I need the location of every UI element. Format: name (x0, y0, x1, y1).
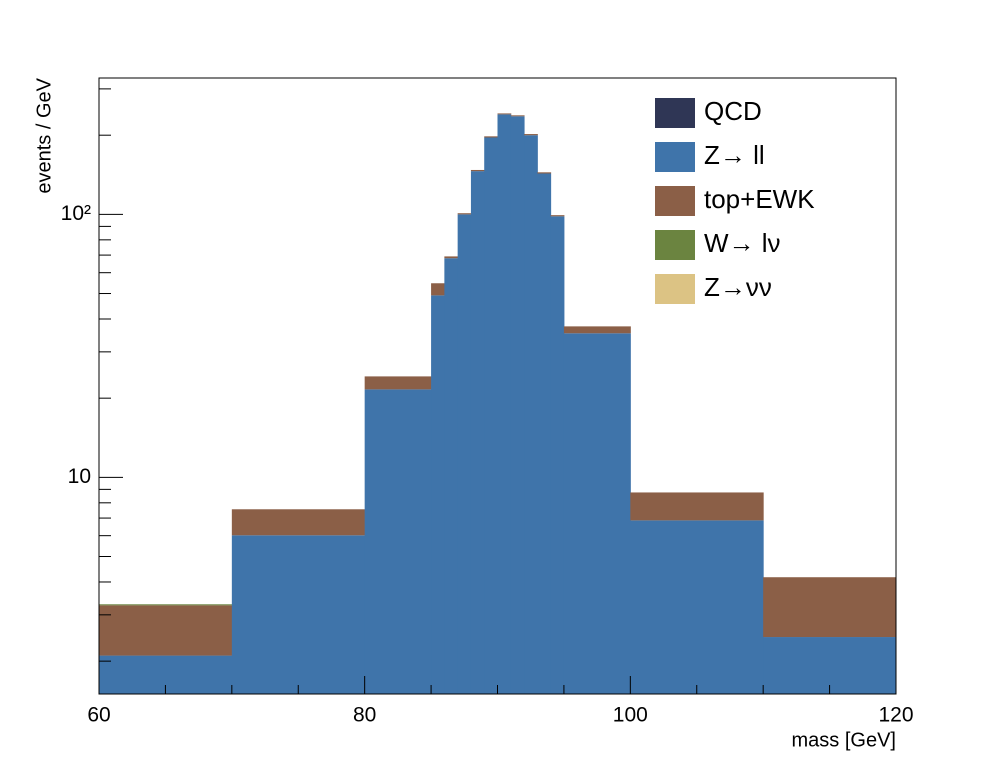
histogram-bar (763, 637, 897, 694)
legend-label: Z→νν (704, 272, 772, 302)
histogram-bar (497, 114, 512, 694)
histogram-bar (431, 283, 445, 296)
histogram-bar (510, 115, 525, 117)
histogram-bar (537, 173, 552, 694)
histogram-bar (484, 137, 498, 694)
histogram-bar (231, 535, 366, 694)
y-tick-label: 10² (61, 202, 91, 225)
histogram-bar (763, 577, 897, 638)
histogram-bar (99, 604, 233, 606)
histogram-bar (630, 492, 764, 521)
histogram-bar (563, 326, 631, 334)
histogram-bar (431, 295, 445, 694)
y-axis-label: events / GeV (33, 77, 55, 193)
legend-swatch (655, 274, 695, 304)
y-tick-label: 10 (68, 465, 91, 488)
legend-swatch (655, 230, 695, 260)
legend-label: Z→ ll (704, 140, 765, 170)
legend-swatch (655, 186, 695, 216)
histogram-bar (524, 135, 538, 694)
legend-label: QCD (704, 96, 762, 126)
histogram-bar (630, 520, 764, 694)
histogram-bar (537, 172, 552, 174)
histogram-bar (470, 169, 485, 172)
histogram-bar (524, 134, 538, 136)
histogram-bar (444, 256, 459, 259)
x-axis-label: mass [GeV] (792, 729, 896, 751)
histogram-bar (231, 509, 366, 536)
histogram-bar (550, 216, 565, 694)
histogram-bar (457, 213, 472, 215)
x-tick-label: 100 (613, 704, 648, 727)
legend-swatch (655, 98, 695, 128)
histogram-bar (364, 376, 432, 390)
legend-swatch (655, 142, 695, 172)
x-tick-label: 120 (878, 704, 913, 727)
x-tick-label: 60 (87, 704, 110, 727)
histogram-bar (497, 113, 512, 115)
histogram-bar (550, 215, 565, 217)
legend-label: top+EWK (704, 184, 815, 214)
x-tick-label: 80 (353, 704, 376, 727)
histogram-bar (444, 258, 459, 694)
histogram-bar (457, 214, 472, 694)
histogram-bar (484, 136, 498, 138)
histogram-bar (510, 116, 525, 695)
histogram-bar (99, 605, 233, 656)
histogram-bar (470, 171, 485, 694)
histogram-bar (563, 333, 631, 694)
legend-label: W→ lν (704, 228, 781, 258)
histogram-bar (364, 389, 432, 694)
